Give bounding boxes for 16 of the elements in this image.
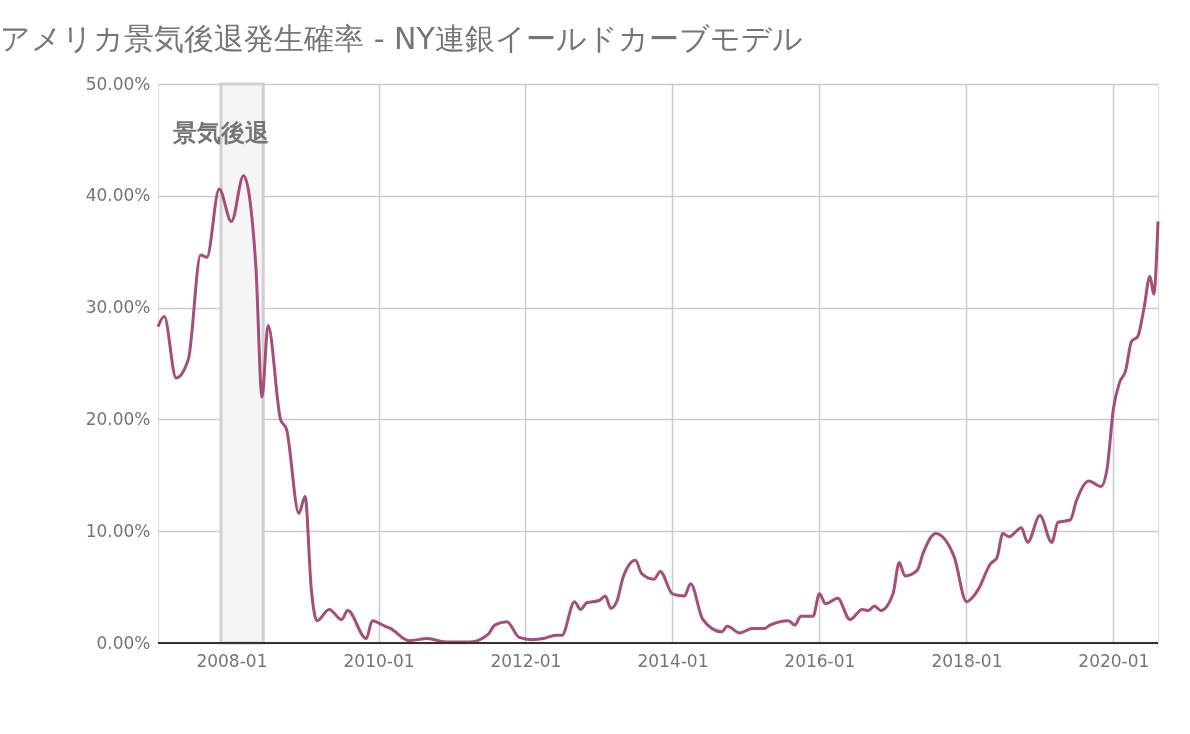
y-tick-label: 20.00%	[85, 408, 151, 429]
x-tick-label: 2018-01	[931, 650, 1003, 671]
x-tick-label: 2008-01	[196, 650, 268, 671]
y-tick-label: 30.00%	[85, 297, 151, 318]
chart-title: アメリカ景気後退発生確率 - NY連銀イールドカーブモデル	[0, 21, 803, 56]
x-tick-label: 2014-01	[637, 650, 709, 671]
x-tick-label: 2016-01	[784, 650, 856, 671]
y-tick-label: 40.00%	[85, 185, 151, 206]
band-label: 景気後退	[171, 119, 269, 147]
x-tick-label: 2020-01	[1078, 650, 1150, 671]
line-series	[156, 174, 1160, 644]
x-tick-label: 2010-01	[343, 650, 415, 671]
x-tick-label: 2012-01	[490, 650, 562, 671]
y-tick-label: 0.00%	[96, 632, 151, 653]
y-tick-label: 50.00%	[85, 73, 151, 94]
y-tick-label: 10.00%	[85, 520, 151, 541]
